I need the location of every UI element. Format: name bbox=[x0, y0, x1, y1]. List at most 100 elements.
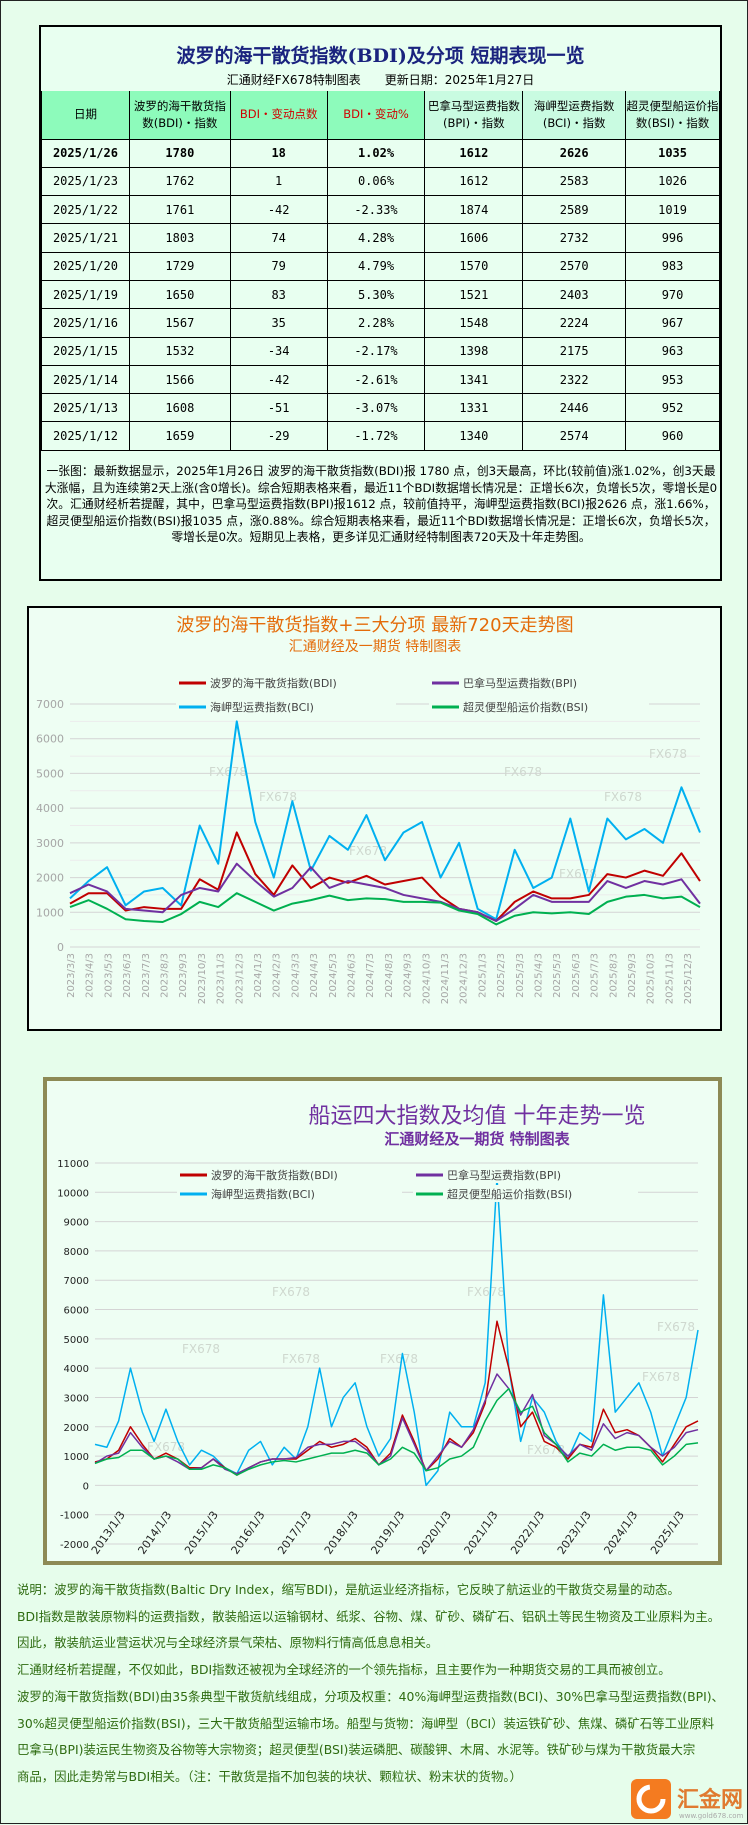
table-cell: -1.72% bbox=[326, 421, 426, 451]
x-tick-label: 2024/5/3 bbox=[328, 953, 339, 998]
legend-label: 海岬型运费指数(BCI) bbox=[211, 1187, 315, 1201]
table-row: 2025/1/13 1608 -51 -3.07% 1331 2446 952 bbox=[41, 393, 720, 423]
legend-label: 海岬型运费指数(BCI) bbox=[210, 700, 314, 714]
table-cell: 1608 bbox=[128, 393, 231, 423]
table-title: 波罗的海干散货指数(BDI)及分项 短期表现一览 bbox=[176, 45, 585, 67]
y-tick-label: 6000 bbox=[36, 733, 64, 746]
series-line-bdi bbox=[69, 831, 701, 922]
watermark: FX678 bbox=[380, 1352, 418, 1366]
table-cell: 2446 bbox=[522, 393, 627, 423]
x-tick-label: 2025/5/3 bbox=[552, 953, 563, 998]
series-line-bsi bbox=[69, 892, 701, 926]
y-tick-label: 1000 bbox=[36, 906, 64, 919]
x-tick-label: 2024/11/3 bbox=[440, 953, 451, 1004]
x-tick-label: 2023/3/3 bbox=[66, 953, 77, 998]
x-tick-label: 2024/3/3 bbox=[290, 953, 301, 998]
table-cell: -51 bbox=[229, 393, 328, 423]
x-tick-label: 2023/11/3 bbox=[216, 953, 227, 1004]
table-cell: 4.79% bbox=[326, 251, 426, 281]
y-tick-label: 2000 bbox=[36, 872, 64, 885]
table-cell: 1612 bbox=[424, 138, 524, 168]
table-cell: 1398 bbox=[424, 336, 524, 366]
series-line-bpi bbox=[94, 1373, 699, 1475]
bdi-summary-table-panel: 波罗的海干散货指数(BDI)及分项 短期表现一览 汇通财经FX678特制图表 更… bbox=[39, 25, 722, 581]
notes-section: 说明：波罗的海干散货指数(Baltic Dry Index，缩写BDI)，是航运… bbox=[17, 1577, 747, 1791]
x-tick-label: 2023/7/3 bbox=[141, 953, 152, 998]
legend-background bbox=[429, 698, 649, 715]
x-tick-label: 2023/4/3 bbox=[85, 953, 96, 998]
table-cell: 1874 bbox=[424, 195, 524, 225]
table-cell: -2.33% bbox=[326, 195, 426, 225]
x-tick-label: 2024/10/3 bbox=[421, 953, 432, 1004]
table-row: 2025/1/26 1780 18 1.02% 1612 2626 1035 bbox=[41, 138, 720, 168]
x-tick-label: 2023/1/3 bbox=[555, 1509, 594, 1557]
x-tick-label: 2024/1/3 bbox=[253, 953, 264, 998]
x-tick-label: 2024/7/3 bbox=[365, 953, 376, 998]
table-cell: 970 bbox=[625, 279, 720, 310]
y-tick-label: 5000 bbox=[64, 1335, 89, 1346]
x-tick-label: 2025/6/3 bbox=[571, 953, 582, 998]
series-line-bci bbox=[69, 720, 701, 921]
table-cell: 996 bbox=[625, 223, 720, 253]
table-cell: 2025/1/15 bbox=[41, 336, 130, 366]
table-cell: 1019 bbox=[625, 195, 720, 225]
legend-label: 超灵便型船运价指数(BSI) bbox=[447, 1187, 572, 1201]
series-line-bci bbox=[94, 1176, 699, 1487]
column-header: 海岬型运费指数(BCI)・指数 bbox=[522, 91, 627, 140]
table-row: 2025/1/16 1567 35 2.28% 1548 2224 967 bbox=[41, 308, 720, 338]
x-tick-label: 2024/6/3 bbox=[347, 953, 358, 998]
table-cell: 1762 bbox=[128, 166, 231, 197]
x-tick-label: 2013/1/3 bbox=[89, 1509, 128, 1557]
table-cell: 83 bbox=[229, 279, 328, 310]
table-cell: 2025/1/16 bbox=[41, 308, 130, 338]
x-tick-label: 2024/12/3 bbox=[459, 953, 470, 1004]
note-line: 商品，因此走势常与BDI相关。（注：干散货是指不加包装的块状、颗粒状、粉末状的货… bbox=[17, 1768, 522, 1784]
column-header: BDI・变动点数 bbox=[229, 91, 328, 140]
logo-icon: 汇金网 www.gold678.com bbox=[631, 1779, 744, 1820]
y-tick-label: 0 bbox=[83, 1481, 89, 1492]
y-tick-label: 7000 bbox=[36, 698, 64, 711]
legend-background bbox=[413, 1185, 638, 1202]
table-cell: 2175 bbox=[522, 336, 627, 366]
table-cell: 2403 bbox=[522, 279, 627, 310]
watermark: FX678 bbox=[504, 765, 542, 779]
y-tick-label: 9000 bbox=[64, 1218, 89, 1229]
table-cell: -34 bbox=[229, 336, 328, 366]
x-tick-label: 2025/4/3 bbox=[534, 953, 545, 998]
x-tick-label: 2014/1/3 bbox=[135, 1509, 174, 1557]
table-cell: 2570 bbox=[522, 251, 627, 281]
table-cell: 2025/1/12 bbox=[41, 421, 130, 451]
table-cell: 0.06% bbox=[326, 166, 426, 197]
table-cell: 18 bbox=[229, 138, 328, 168]
watermark: FX678 bbox=[209, 765, 247, 779]
y-tick-label: 1000 bbox=[64, 1452, 89, 1463]
table-row: 2025/1/22 1761 -42 -2.33% 1874 2589 1019 bbox=[41, 195, 720, 225]
x-tick-label: 2019/1/3 bbox=[368, 1509, 407, 1557]
bdi-table: 日期 波罗的海干散货指数(BDI)・指数 BDI・变动点数 BDI・变动% 巴拿马型运费… bbox=[41, 91, 720, 451]
y-tick-label: 11000 bbox=[57, 1159, 89, 1170]
column-header: 巴拿马型运费指数(BPI)・指数 bbox=[424, 91, 524, 140]
note-line: 因此，散装航运业营运状况与全球经济景气荣枯、原物料行情高低息息相关。 bbox=[17, 1635, 439, 1651]
table-cell: 2574 bbox=[522, 421, 627, 451]
x-tick-label: 2025/1/3 bbox=[477, 953, 488, 998]
table-cell: 74 bbox=[229, 223, 328, 253]
x-tick-label: 2025/12/3 bbox=[683, 953, 694, 1004]
table-cell: -2.61% bbox=[326, 364, 426, 395]
note-line: 说明：波罗的海干散货指数(Baltic Dry Index，缩写BDI)，是航运… bbox=[17, 1582, 680, 1597]
note-line: 30%超灵便型船运价指数(BSI)，三大干散货船型运输市场。船型与货物：海岬型（… bbox=[17, 1715, 715, 1731]
table-cell: 2224 bbox=[522, 308, 627, 338]
table-row: 2025/1/12 1659 -29 -1.72% 1340 2574 960 bbox=[41, 421, 720, 451]
table-header-row: 日期 波罗的海干散货指数(BDI)・指数 BDI・变动点数 BDI・变动% 巴拿马型运费… bbox=[41, 91, 720, 140]
x-tick-label: 2024/1/3 bbox=[601, 1509, 640, 1557]
table-cell: -42 bbox=[229, 364, 328, 395]
table-cell: 2025/1/26 bbox=[41, 138, 130, 168]
series-line-bpi bbox=[69, 862, 701, 922]
table-cell: 1570 bbox=[424, 251, 524, 281]
table-cell: 1331 bbox=[424, 393, 524, 423]
table-cell: 2025/1/23 bbox=[41, 166, 130, 197]
table-cell: 1340 bbox=[424, 421, 524, 451]
gold678-logo: 汇金网 www.gold678.com bbox=[629, 1777, 747, 1821]
table-cell: 1548 bbox=[424, 308, 524, 338]
table-cell: 1532 bbox=[128, 336, 231, 366]
table-cell: 1567 bbox=[128, 308, 231, 338]
